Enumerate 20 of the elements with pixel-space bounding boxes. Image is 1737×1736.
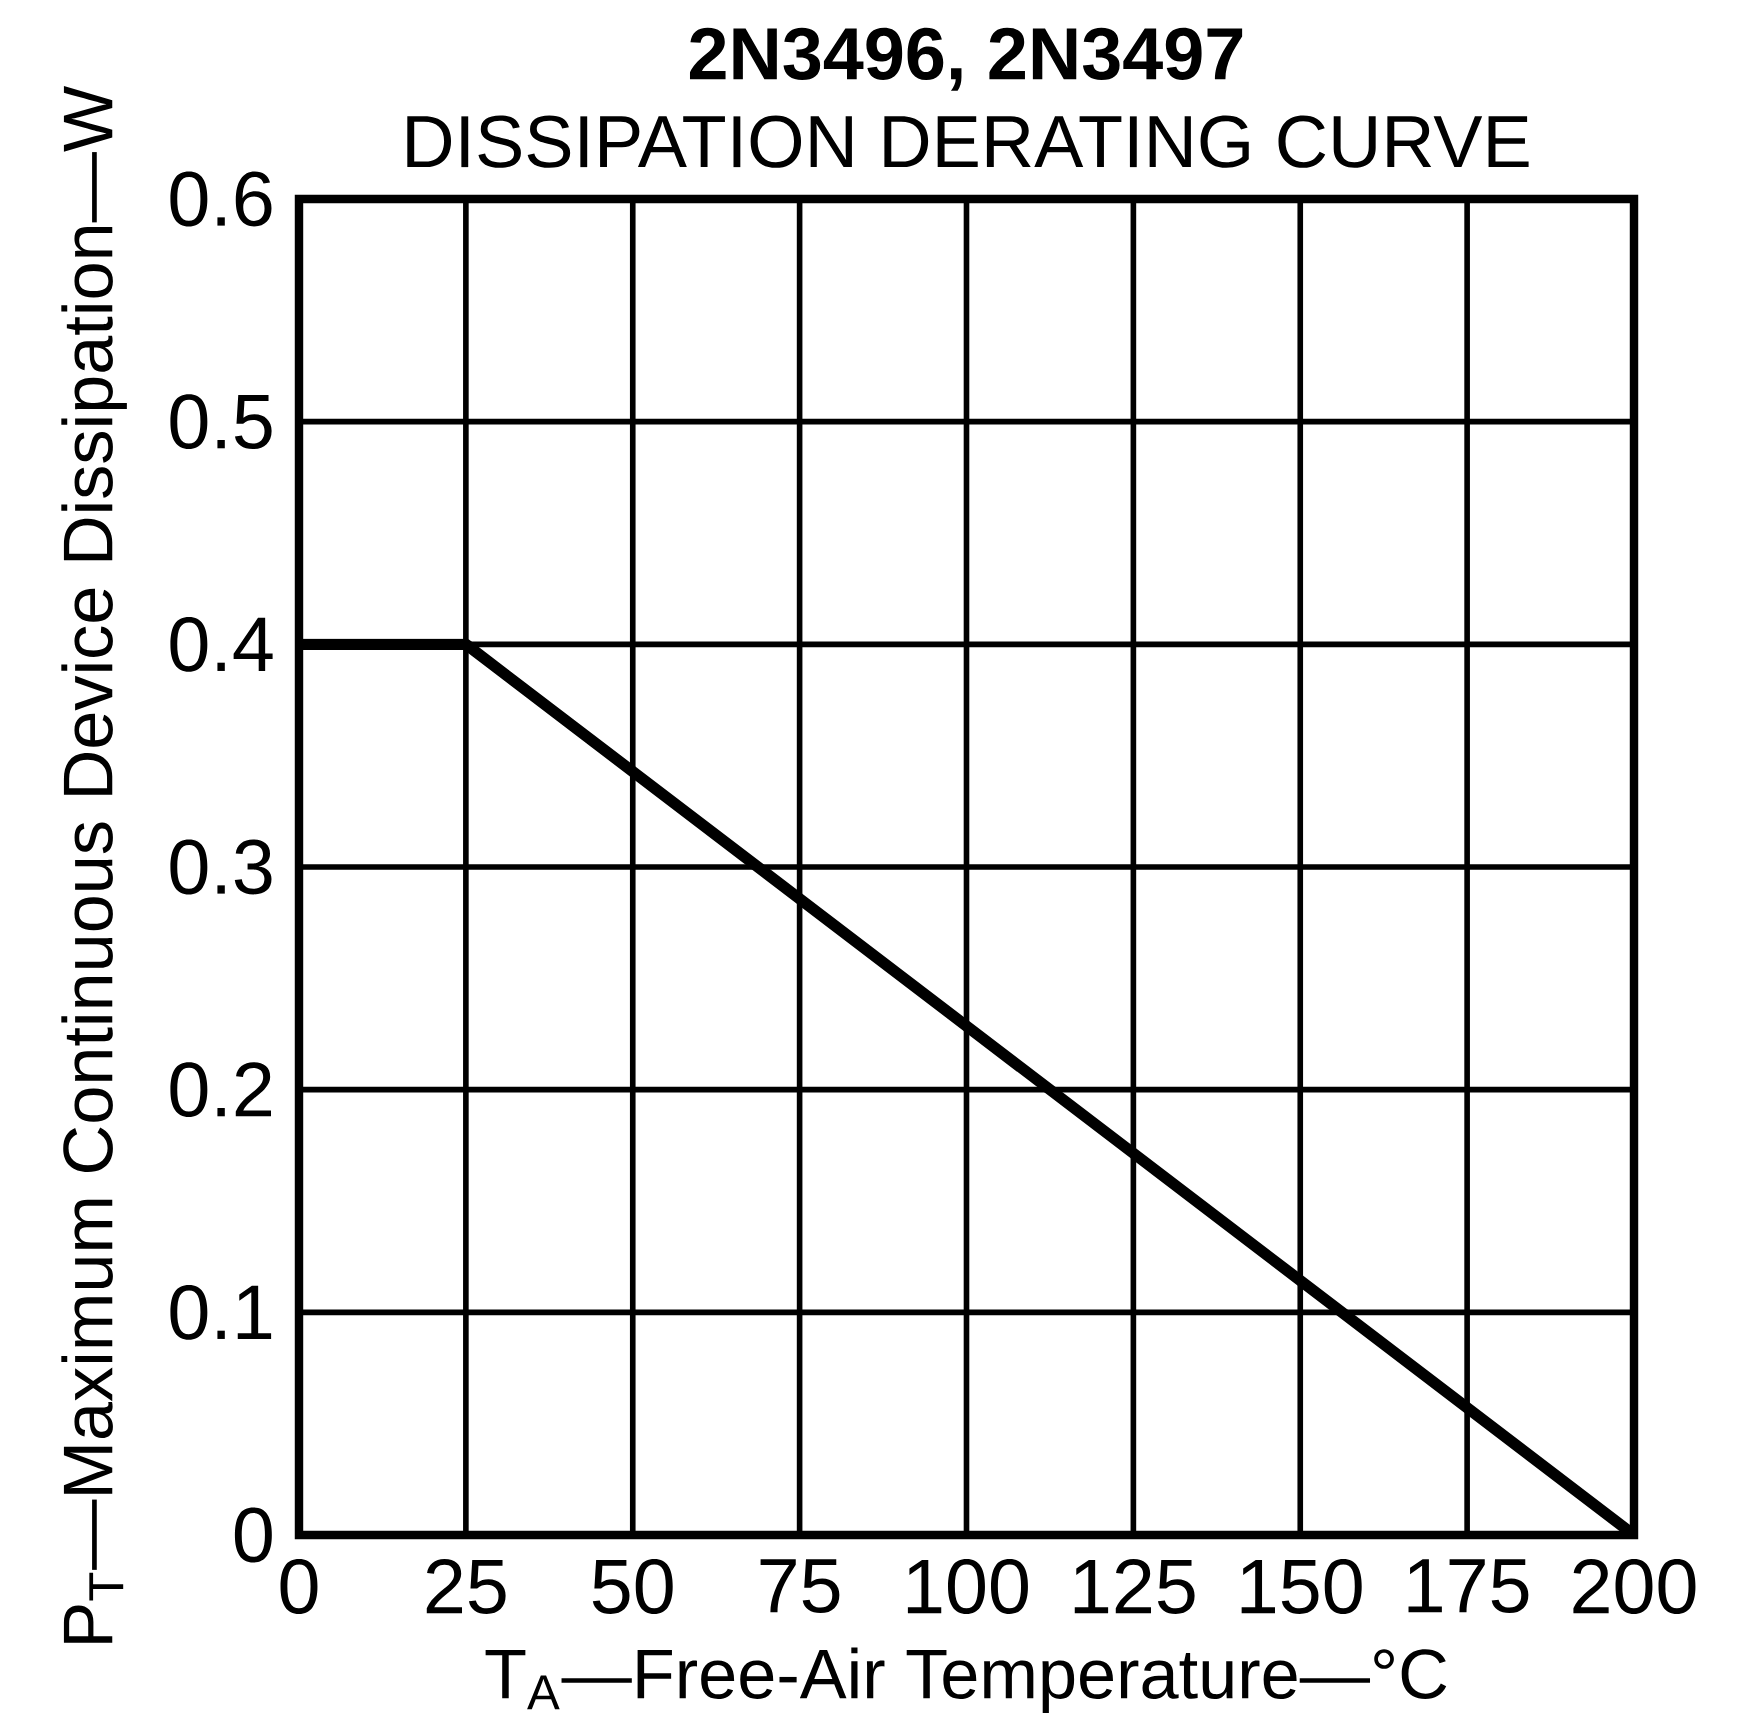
y-tick-label: 0 <box>234 1507 272 1563</box>
x-tick-label: 150 <box>1241 1558 1362 1614</box>
y-tick-label: 0.6 <box>170 171 272 227</box>
y-tick-label: 0.4 <box>170 616 273 672</box>
x-tick-label: 0 <box>280 1558 318 1614</box>
x-tick-label: 75 <box>760 1558 840 1613</box>
chart-subtitle: DISSIPATION DERATING CURVE <box>407 115 1529 168</box>
x-tick-label: 100 <box>907 1558 1028 1614</box>
y-tick-label: 0.3 <box>170 839 272 895</box>
x-tick-label: 175 <box>1408 1558 1529 1613</box>
x-tick-label: 50 <box>592 1558 673 1614</box>
y-axis-title: P$_{T}$—Maximum Continuous Device Dissipation—W <box>61 85 127 1643</box>
y-tick-label: 0.2 <box>170 1062 271 1117</box>
x-tick-label: 25 <box>426 1558 506 1614</box>
y-tick-label: 0.1 <box>170 1284 272 1340</box>
x-tick-label: 200 <box>1573 1558 1696 1614</box>
x-tick-label: 125 <box>1074 1558 1195 1614</box>
x-axis-title: T$_{A}$—Free-Air Temperature—°C <box>485 1647 1447 1713</box>
chart-title: 2N3496, 2N3497 <box>689 27 1243 91</box>
y-tick-label: 0.5 <box>170 394 272 449</box>
